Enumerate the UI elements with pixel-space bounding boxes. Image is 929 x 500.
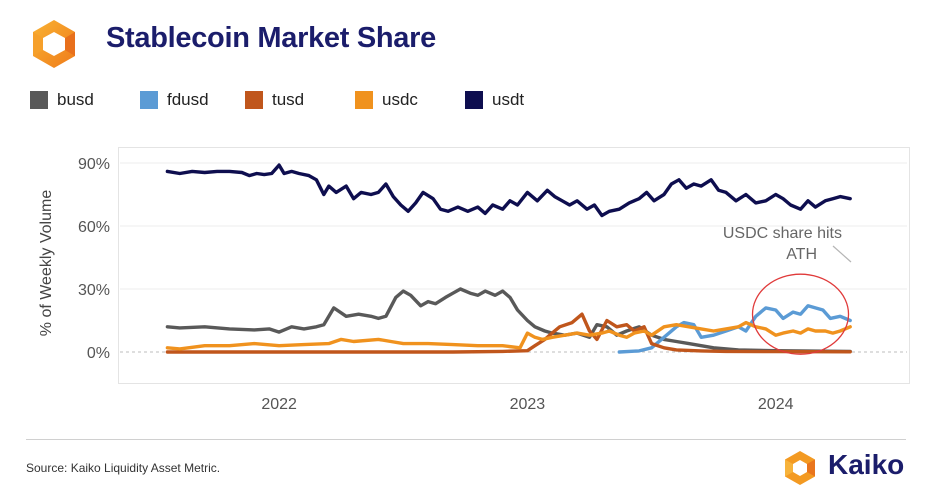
legend-label: tusd — [272, 90, 305, 109]
legend-item-fdusd: fdusd — [140, 88, 209, 112]
page-title: Stablecoin Market Share — [106, 22, 436, 54]
line-chart: 0% 30% 60% 90% 2022 2023 2024 % of Weekly Volum… — [38, 156, 907, 413]
x-tick-label: 2024 — [758, 396, 794, 413]
x-tick-label: 2023 — [510, 396, 546, 413]
x-tick-label: 2022 — [261, 396, 297, 413]
annotation-circle — [751, 273, 850, 355]
series-line-busd — [165, 287, 852, 354]
annotation-text-line1: USDC share hits — [723, 225, 842, 242]
kaiko-brand-icon — [785, 451, 815, 485]
legend-label: busd — [57, 90, 94, 109]
annotation-text-line2: ATH — [786, 246, 817, 263]
y-axis-label: % of Weekly Volume — [38, 190, 55, 337]
legend-label: fdusd — [167, 90, 209, 109]
brand-name: Kaiko — [828, 449, 905, 480]
legend-label: usdt — [492, 90, 525, 109]
y-tick-label: 0% — [87, 345, 110, 362]
kaiko-logo-icon — [33, 20, 75, 68]
source-note: Source: Kaiko Liquidity Asset Metric. — [26, 461, 221, 475]
legend-swatch — [140, 91, 158, 109]
legend-swatch — [355, 91, 373, 109]
legend-swatch — [465, 91, 483, 109]
legend-label: usdc — [382, 90, 418, 109]
legend-swatch — [30, 91, 48, 109]
series-line-usdt — [165, 163, 852, 218]
footer-divider — [26, 439, 906, 440]
legend-swatch — [245, 91, 263, 109]
y-tick-label: 30% — [78, 282, 110, 299]
chart-legend: busd fdusd tusd usdc usdt — [30, 88, 730, 112]
legend-item-tusd: tusd — [245, 88, 304, 112]
series-line-usdc — [165, 320, 852, 351]
y-tick-label: 90% — [78, 156, 110, 173]
legend-item-usdt: usdt — [465, 88, 524, 112]
y-tick-label: 60% — [78, 219, 110, 236]
legend-item-usdc: usdc — [355, 88, 418, 112]
series-line-tusd — [165, 312, 852, 354]
annotation-leader — [832, 245, 852, 263]
legend-item-busd: busd — [30, 88, 94, 112]
